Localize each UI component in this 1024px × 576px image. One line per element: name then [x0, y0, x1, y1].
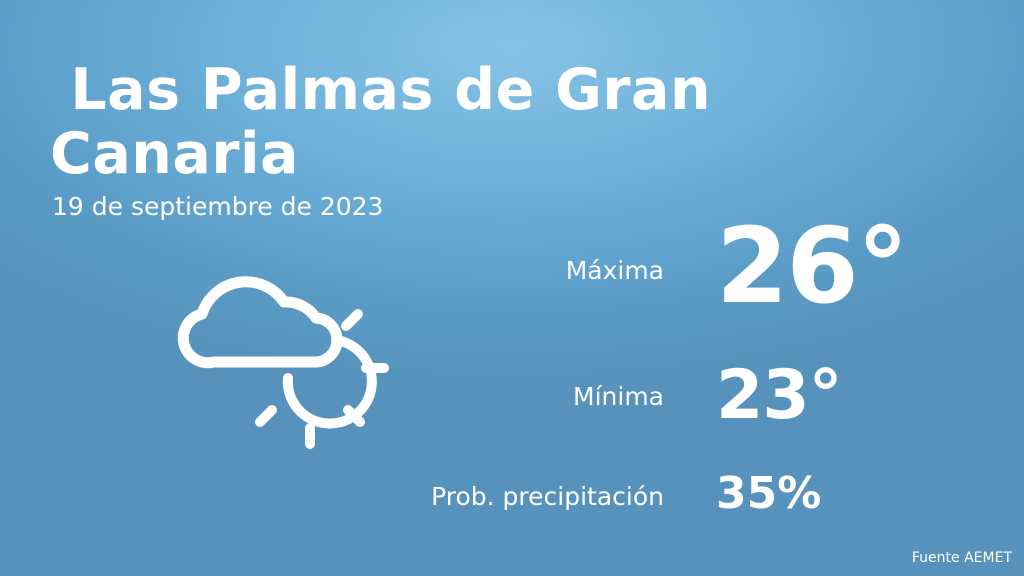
- max-temp-value: 26°: [716, 205, 909, 327]
- city-title: Las Palmas de Gran Canaria: [50, 57, 712, 187]
- cloud-sun-icon: [177, 276, 389, 449]
- min-temp-label: Mínima: [573, 382, 664, 411]
- precipitation-value: 35%: [716, 468, 822, 519]
- min-temp-value: 23°: [716, 356, 843, 435]
- forecast-date: 19 de septiembre de 2023: [52, 192, 384, 221]
- precipitation-label: Prob. precipitación: [431, 482, 664, 511]
- max-temp-label: Máxima: [565, 256, 664, 285]
- data-source: Fuente AEMET: [911, 550, 1012, 566]
